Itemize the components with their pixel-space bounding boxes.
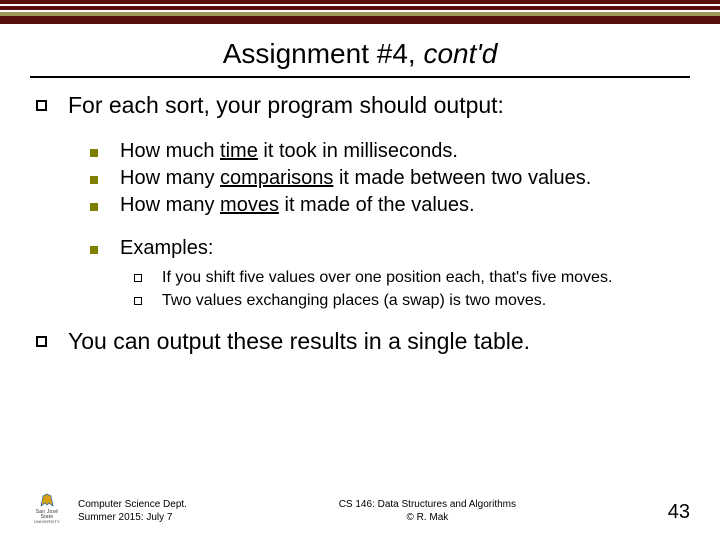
lvl3-text: Two values exchanging places (a swap) is…	[162, 291, 546, 312]
logo-sublabel: UNIVERSITY	[30, 520, 64, 524]
footer-date: Summer 2015: July 7	[78, 512, 187, 525]
bullet-lvl3: If you shift five values over one positi…	[134, 268, 684, 289]
slide-content: For each sort, your program should outpu…	[0, 92, 720, 356]
stripe-4	[0, 16, 720, 24]
university-logo: San José State UNIVERSITY	[30, 491, 64, 524]
square-open-icon	[36, 336, 47, 347]
footer-left: Computer Science Dept. Summer 2015: July…	[78, 499, 187, 524]
spartan-icon	[38, 491, 56, 509]
square-solid-icon	[90, 176, 98, 184]
lvl2-text: How many comparisons it made between two…	[120, 165, 591, 192]
lvl3-text: If you shift five values over one positi…	[162, 268, 612, 289]
bullet-lvl2: How many comparisons it made between two…	[90, 165, 684, 192]
bullet-lvl2: How much time it took in milliseconds.	[90, 138, 684, 165]
bullet-lvl3: Two values exchanging places (a swap) is…	[134, 291, 684, 312]
title-underline	[30, 76, 690, 78]
square-open-icon	[36, 100, 47, 111]
bullet-lvl2: How many moves it made of the values.	[90, 192, 684, 219]
footer-copyright: © R. Mak	[187, 512, 668, 525]
lvl2-text: How much time it took in milliseconds.	[120, 138, 458, 165]
page-number: 43	[668, 501, 690, 524]
lvl2-group-2: Examples: If you shift five values over …	[90, 235, 684, 312]
bullet-lvl1: You can output these results in a single…	[36, 328, 684, 356]
square-open-icon	[134, 274, 142, 282]
lvl1-text: You can output these results in a single…	[68, 328, 530, 355]
footer-course: CS 146: Data Structures and Algorithms	[187, 499, 668, 512]
lvl2-text: Examples:	[120, 235, 213, 262]
footer-center: CS 146: Data Structures and Algorithms ©…	[187, 499, 668, 524]
square-solid-icon	[90, 149, 98, 157]
footer: San José State UNIVERSITY Computer Scien…	[0, 491, 720, 524]
top-stripe-group	[0, 0, 720, 24]
lvl2-text: How many moves it made of the values.	[120, 192, 475, 219]
footer-dept: Computer Science Dept.	[78, 499, 187, 512]
bullet-lvl2: Examples:	[90, 235, 684, 262]
lvl3-group: If you shift five values over one positi…	[134, 268, 684, 312]
square-open-icon	[134, 297, 142, 305]
lvl1-text: For each sort, your program should outpu…	[68, 92, 504, 119]
title-plain: Assignment #4,	[223, 38, 424, 69]
square-solid-icon	[90, 203, 98, 211]
square-solid-icon	[90, 246, 98, 254]
slide-title: Assignment #4, cont'd	[0, 38, 720, 70]
lvl2-group-1: How much time it took in milliseconds. H…	[90, 138, 684, 219]
title-italic: cont'd	[423, 38, 497, 69]
bullet-lvl1: For each sort, your program should outpu…	[36, 92, 684, 120]
